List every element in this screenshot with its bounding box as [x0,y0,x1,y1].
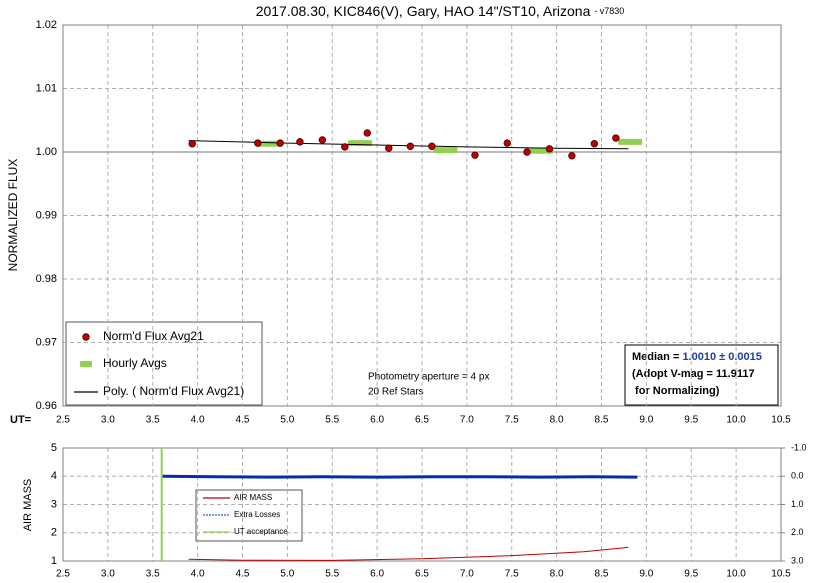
y-tick-label: 0.98 [36,273,57,285]
x-tick-label: 4.0 [191,569,205,580]
data-point [341,143,349,151]
x-tick-label: 10.5 [771,569,791,580]
x-tick-label: 8.0 [550,415,564,426]
data-point [363,129,371,137]
x-tick-label: 8.5 [595,415,609,426]
legend-marker [82,333,90,341]
data-point [612,134,620,142]
median-box [624,344,779,406]
x-tick-label: 5.0 [280,415,294,426]
x-tick-label: 9.5 [684,569,698,580]
median-line: (Adopt V-mag = 11.9117 [632,368,755,380]
legend-label: Poly. ( Norm'd Flux Avg21) [103,384,244,398]
subtitle: - v7830 [594,6,624,16]
data-point [428,142,436,150]
x-tick-label: 7.0 [460,569,474,580]
data-point [254,139,262,147]
annotation: Photometry aperture = 4 px [368,372,489,383]
legend-label: AIR MASS [234,493,272,502]
x-tick-label: 8.5 [595,569,609,580]
x-tick-label: 6.5 [415,569,429,580]
hourly-avg [618,138,643,145]
x-tick-label: 7.0 [460,415,474,426]
y-tick-label: 0.99 [36,209,57,221]
data-point [590,140,599,148]
x-tick-label: 5.5 [325,569,339,580]
median-value: 1.0010 ± 0.0015 [682,351,761,363]
y-tick-label: 0.97 [36,336,57,348]
x-tick-label: 3.5 [146,415,160,426]
x-tick-label: 4.5 [236,569,250,580]
data-point [276,139,284,147]
data-point [318,136,327,144]
legend-label: Norm'd Flux Avg21 [103,329,204,343]
y-tick-label: 3 [51,498,57,510]
y-tick-label: 2 [51,527,57,539]
plot-frame [62,447,782,562]
x-tick-label: 9.0 [639,569,653,580]
y-tick-label: 1.02 [36,19,57,31]
x-tick-label: 7.5 [505,569,519,580]
y-axis-label: AIR MASS [22,479,34,532]
x-tick-label: 5.0 [280,569,294,580]
data-point [188,140,196,148]
y-axis-label: NORMALIZED FLUX [6,159,20,272]
x-tick-label: 2.5 [56,569,70,580]
data-point [568,152,576,160]
x-tick-label: 8.0 [550,569,564,580]
x-tick-label: 2.5 [56,415,70,426]
data-point [296,138,304,146]
median-text: Median = 1.0010 ± 0.0015 [632,351,762,363]
data-point [385,144,393,152]
y2-tick-label: 0.0 [791,471,804,481]
x-tick-label: 10.0 [726,415,746,426]
y-tick-label: 0.96 [36,400,57,412]
y2-tick-label: 3.0 [791,555,804,565]
y-tick-label: 5 [51,442,57,454]
legend-label: Hourly Avgs [103,356,167,370]
x-tick-label: 10.0 [726,569,746,580]
y2-tick-label: -1.0 [791,442,807,452]
y-tick-label: 1.01 [36,82,57,94]
x-tick-label: 9.0 [639,415,653,426]
x-tick-label: 6.0 [370,415,384,426]
x-axis-label: UT= [10,414,31,426]
series-line [188,140,629,150]
data-point [545,145,554,153]
data-point [503,139,511,147]
x-tick-label: 10.5 [771,415,791,426]
y-tick-label: 4 [51,470,57,482]
annotation: 20 Ref Stars [368,387,424,398]
y2-tick-label: 1.0 [791,499,804,509]
legend-box [65,321,263,406]
data-point [523,148,531,156]
x-tick-label: 7.5 [505,415,519,426]
median-label: Median = [632,351,682,363]
legend-label: UT acceptance [234,527,288,536]
legend-label: Extra Losses [234,510,280,519]
data-point [406,142,415,150]
x-tick-label: 3.5 [146,569,160,580]
x-tick-label: 4.5 [236,415,250,426]
series-line [161,474,638,479]
y-tick-label: 1 [51,555,57,567]
data-point [471,151,479,159]
y-tick-label: 1.00 [36,146,57,158]
x-tick-label: 6.5 [415,415,429,426]
series-line [188,546,629,561]
x-tick-label: 5.5 [325,415,339,426]
chart-title: 2017.08.30, KIC846(V), Gary, HAO 14"/ST1… [256,3,625,19]
median-line: for Normalizing) [632,385,720,397]
x-tick-label: 3.0 [101,569,115,580]
plot-frame [62,24,782,407]
hourly-avg [433,147,458,154]
x-tick-label: 9.5 [684,415,698,426]
x-tick-label: 4.0 [191,415,205,426]
y2-tick-label: 2.0 [791,527,804,537]
x-tick-label: 3.0 [101,415,115,426]
title: 2017.08.30, KIC846(V), Gary, HAO 14"/ST1… [256,3,591,19]
legend-marker [80,361,92,367]
x-tick-label: 6.0 [370,569,384,580]
